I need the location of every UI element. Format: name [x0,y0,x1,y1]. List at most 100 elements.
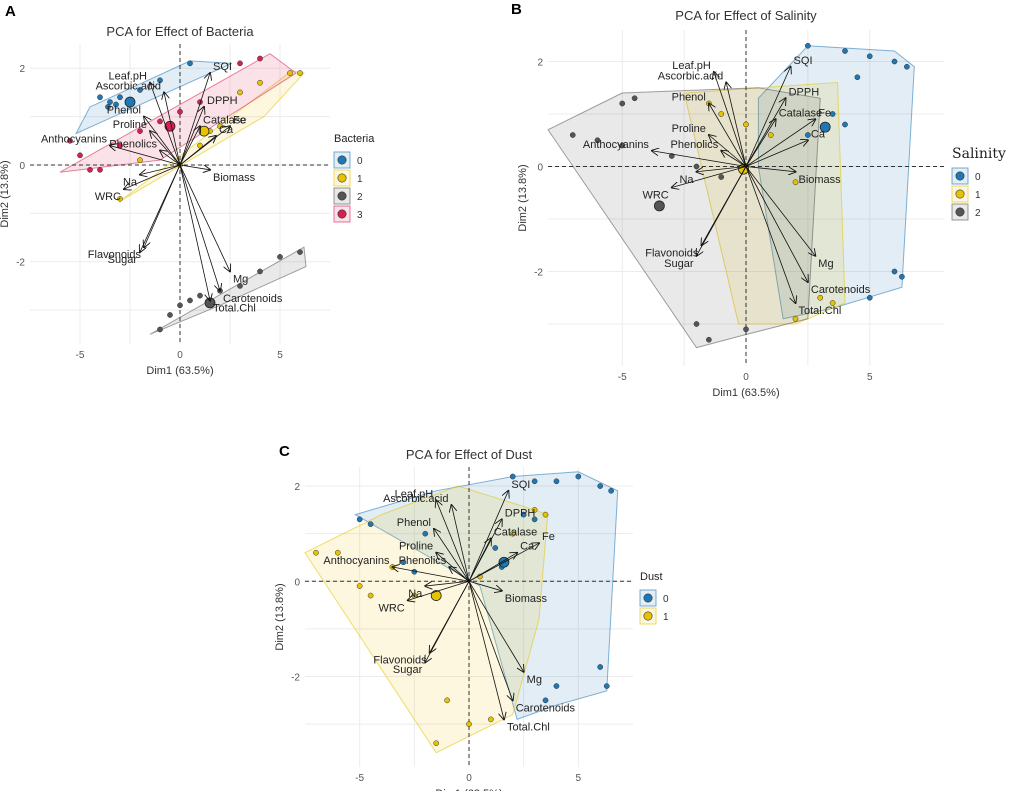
variable-label: Biomass [799,174,842,186]
loading-arrow [179,164,210,300]
loading-arrow [425,581,470,662]
x-tick-label: 0 [466,773,472,784]
variable-label: Phenolics [671,139,719,151]
data-point-group-0 [866,53,873,60]
variable-label: Mg [527,674,542,686]
loading-arrow [140,164,181,252]
data-point-group-0 [509,473,516,480]
loading-arrow [468,543,539,582]
data-point-group-2 [668,153,675,159]
data-point-group-1 [197,142,203,149]
data-point-group-0 [597,483,604,489]
variable-label: WRC [642,190,668,202]
loading-arrow [726,83,747,167]
loading-arrow [164,92,181,166]
data-point-group-2 [718,174,725,180]
variable-label: DPPH [207,95,238,107]
data-point-group-1 [488,716,494,723]
loading-arrow [721,151,747,167]
loading-arrow [468,491,508,582]
variable-label: Total.Chl [799,305,842,317]
x-tick-label: 0 [743,372,749,383]
legend-title: Dust [640,571,663,583]
data-point-group-1 [137,157,143,163]
loading-arrow [468,581,524,671]
centroid-group-3 [164,120,176,132]
loading-arrow [697,166,747,172]
data-point-group-0 [492,545,499,551]
data-point-group-0 [891,58,898,65]
data-point-group-2 [277,254,283,260]
x-tick-label: -5 [76,350,85,361]
data-point-group-0 [97,94,103,101]
variable-label: Leaf.pH [672,60,711,72]
data-point-group-2 [177,302,183,309]
data-point-group-0 [854,74,861,81]
variable-label: SQI [213,61,232,73]
data-point-group-0 [542,697,549,704]
loading-arrow [745,166,815,256]
hull-group-2 [149,246,307,335]
data-point-group-0 [113,101,119,108]
data-point-group-0 [904,63,910,70]
hull-group-0 [74,60,233,135]
panel-b: B PCA for Effect of Salinity Leaf.pHAscorb… [511,1,1006,399]
data-point-group-2 [631,95,638,102]
legend-label-2: 2 [357,192,363,203]
legend-label-0: 0 [357,156,363,167]
hull-group-0 [354,471,619,721]
variable-label: Total.Chl [213,302,256,314]
legend-marker-1 [337,173,347,183]
data-point-group-2 [187,297,193,304]
loading-arrow [672,166,747,188]
variable-label: Catalase [203,114,246,126]
data-point-group-0 [899,273,905,280]
data-point-group-1 [829,300,836,306]
y-tick-label: 2 [294,482,300,493]
variable-label: DPPH [789,86,820,98]
data-point-group-0 [422,530,429,537]
variable-label: Sugar [108,254,138,266]
y-tick-label: 0 [537,163,543,174]
legend-marker-0 [955,171,965,181]
loading-arrow [408,580,470,600]
loading-arrow [150,83,181,166]
loading-arrow [179,164,210,170]
data-point-group-0 [105,104,111,110]
data-point-group-3 [97,166,103,173]
variable-label: Sugar [664,258,694,270]
data-point-group-2 [167,312,173,318]
data-point-group-3 [177,108,183,115]
loading-arrow [179,73,210,166]
loading-arrow [714,72,747,167]
y-axis-label: Dim2 (13.8%) [0,160,11,227]
panel-title: PCA for Effect of Salinity [675,8,817,23]
variable-label: Catalase [494,526,537,538]
variable-label: Ascorbic.acid [96,80,161,92]
data-point-group-1 [817,294,824,301]
loading-arrow [745,67,791,167]
data-point-group-0 [367,521,374,527]
loading-arrow [745,166,796,172]
data-point-group-0 [356,516,363,523]
data-point-group-1 [334,549,341,556]
x-tick-label: 5 [576,773,582,784]
variable-label: DPPH [505,507,536,519]
y-tick-label: -2 [534,268,543,279]
hull-group-0 [757,45,915,320]
variable-label: Proline [399,541,433,553]
data-point-group-0 [137,87,143,93]
loading-arrow [425,580,470,586]
data-point-group-0 [107,99,113,105]
loading-arrow [179,126,200,166]
panel-label: B [511,1,522,18]
loading-arrow [745,166,796,304]
variable-label: Anthocyanins [41,134,108,146]
variable-label: Catalase [779,107,822,119]
legend-label-1: 1 [357,174,363,185]
y-tick-label: 2 [19,64,25,75]
data-point-group-2 [297,249,303,255]
data-point-group-2 [743,326,749,333]
